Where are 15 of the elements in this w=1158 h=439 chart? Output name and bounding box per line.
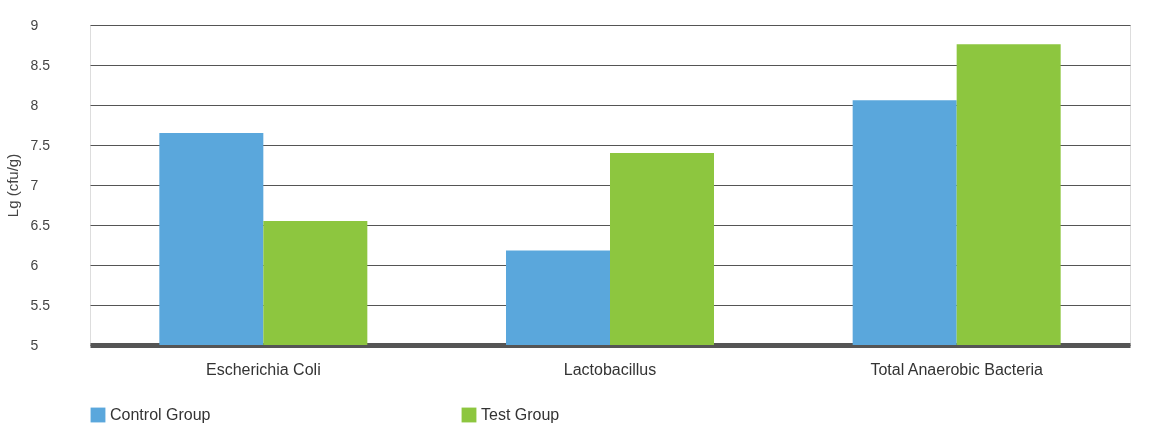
x-tick-label: Lactobacillus — [563, 360, 657, 378]
y-tick-label: 6.5 — [30, 216, 51, 233]
y-tick-label: 8 — [30, 96, 39, 113]
y-tick-label: 9 — [30, 16, 39, 33]
y-tick-label: 7.5 — [30, 136, 51, 153]
legend-label: Test Group — [481, 406, 560, 423]
y-tick-label: 5 — [30, 336, 39, 353]
legend-label: Control Group — [110, 406, 211, 423]
x-tick-label: Total Anaerobic Bacteria — [870, 360, 1044, 378]
y-tick-label: 7 — [30, 176, 39, 193]
y-tick-label: 5.5 — [30, 296, 51, 313]
y-tick-label: 6 — [30, 256, 39, 273]
x-tick-label: Escherichia Coli — [205, 360, 321, 378]
y-axis-title: Lg (cfu/g) — [3, 153, 21, 218]
y-tick-label: 8.5 — [30, 56, 51, 73]
